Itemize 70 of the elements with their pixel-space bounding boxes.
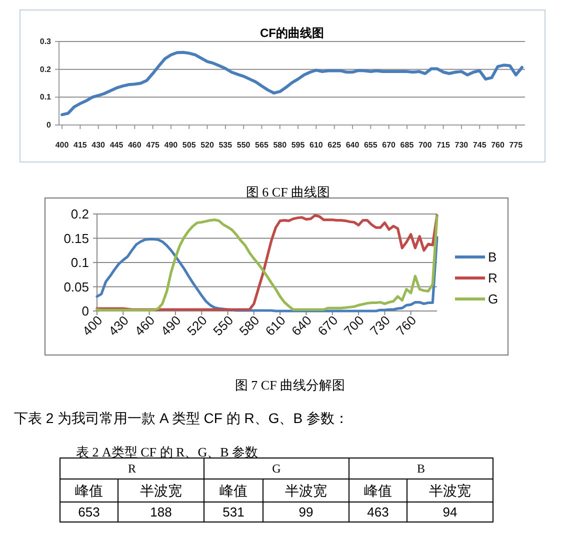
x-tick-label: 490 [164,140,178,150]
text: 99 [298,504,314,520]
x-tick-label: 460 [132,312,158,339]
chart-title: CF的曲线图 [260,26,324,40]
x-tick-label: 445 [110,140,124,150]
text: 188 [150,504,172,520]
x-tick-label: 655 [364,140,378,150]
text: 94 [442,504,458,520]
legend-label: R [488,270,498,286]
x-tick-label: 430 [92,140,106,150]
x-tick-label: 595 [291,140,306,150]
x-tick-label: 535 [218,140,233,150]
x-tick-label: 670 [314,312,341,339]
text: 峰值 [75,482,103,498]
text: 半波宽 [140,482,182,498]
x-tick-label: 760 [491,140,505,150]
x-tick-label: 700 [340,312,367,339]
x-tick-label: 520 [184,312,210,339]
text: 531 [222,504,244,520]
x-tick-label: 520 [200,140,214,150]
text: 半波宽 [429,482,471,498]
text: 下表 2 为我司常用一款 A 类型 CF 的 R、G、B 参数： [14,410,348,426]
x-tick-label: 505 [182,140,196,150]
x-tick-label: 550 [210,312,236,339]
x-tick-label: 580 [236,312,262,339]
y-tick-label: 0.2 [70,206,89,222]
x-tick-label: 565 [255,140,269,150]
line-series [60,50,524,116]
y-tick-label: 0.05 [64,279,89,294]
text: 峰值 [220,482,248,498]
x-tick-label: 760 [393,312,420,339]
x-tick-label: 460 [128,140,142,150]
y-tick-label: 0.15 [64,230,89,246]
text: 653 [78,504,100,520]
text: G [272,462,282,476]
legend-label: B [488,250,497,264]
x-tick-label: 670 [382,140,396,150]
x-tick-label: 715 [436,140,451,150]
y-tick-label: 0.1 [40,92,52,102]
caption: 图 6 CF 曲线图 [246,184,330,200]
x-tick-label: 685 [400,140,414,150]
legend-label: G [488,292,498,306]
caption: 图 7 CF 曲线分解图 [234,378,346,392]
x-tick-label: 640 [346,140,360,150]
text: 峰值 [364,482,392,498]
x-tick-label: 400 [55,140,70,150]
x-tick-label: 430 [106,312,132,339]
text: B [416,462,426,476]
text: 半波宽 [285,482,327,498]
y-tick-label: 0.3 [40,37,52,46]
x-tick-label: 775 [509,140,524,150]
x-tick-label: 550 [236,140,251,150]
text: R [128,462,136,476]
x-tick-label: 610 [262,312,288,339]
x-tick-label: 700 [418,140,432,150]
y-tick-label: 0.1 [70,255,89,270]
x-tick-label: 580 [273,140,288,150]
y-tick-label: 0.2 [40,64,52,74]
x-tick-label: 475 [146,140,160,150]
y-tick-label: 0 [46,120,52,130]
x-tick-label: 640 [288,312,315,339]
x-tick-label: 730 [454,140,469,150]
x-tick-label: 610 [310,140,324,150]
x-tick-label: 625 [328,140,342,150]
x-tick-label: 730 [367,312,393,339]
text: 463 [367,504,389,520]
x-tick-label: 745 [472,140,487,150]
x-tick-label: 415 [74,140,88,150]
x-tick-label: 490 [158,312,184,339]
y-tick-label: 0 [82,304,89,318]
